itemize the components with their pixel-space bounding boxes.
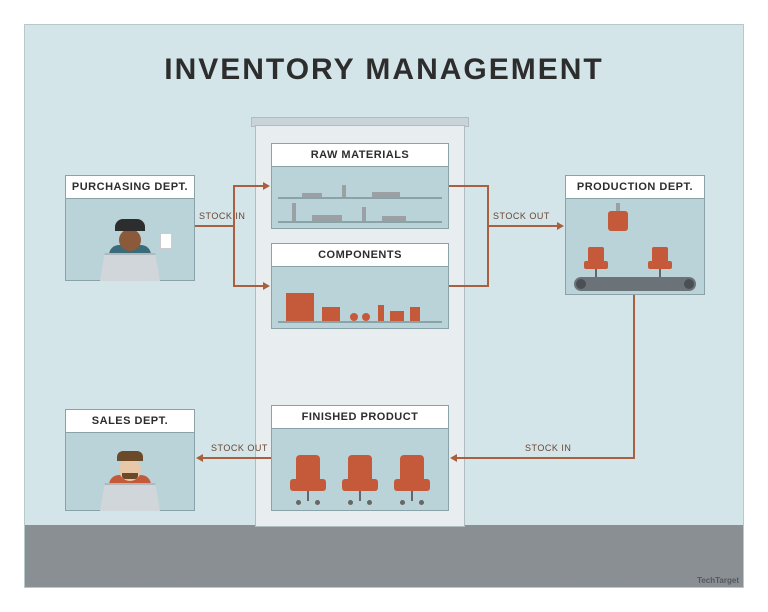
box-components: COMPONENTS	[271, 243, 449, 329]
flow-label-stock-in: STOCK IN	[525, 443, 571, 453]
sales-person-beard	[122, 473, 138, 479]
raw-part-icon	[302, 193, 322, 197]
component-part-icon	[410, 307, 420, 321]
flow-line	[633, 295, 635, 459]
box-header-production: PRODUCTION DEPT.	[566, 176, 704, 199]
arrow-icon	[196, 454, 203, 462]
flow-line	[235, 185, 265, 187]
credit-brand: ©2017 TECHTARGET. ALL RIGHTS RESERVED Tec…	[560, 576, 739, 585]
credit-illustration: © ILLUSTRATION: KYLE DOLAN/WISE STOCK	[29, 578, 190, 585]
box-purchasing: PURCHASING DEPT.	[65, 175, 195, 281]
arrow-icon	[263, 282, 270, 290]
chair-icon	[342, 457, 378, 505]
credit-copyright: ©2017 TECHTARGET. ALL RIGHTS RESERVED	[560, 579, 691, 585]
raw-part-icon	[372, 192, 400, 197]
box-header-sales: SALES DEPT.	[66, 410, 194, 433]
flow-line	[195, 225, 235, 227]
arrow-icon	[557, 222, 564, 230]
component-block-icon	[322, 307, 340, 321]
flow-label-stock-in: STOCK IN	[199, 211, 245, 221]
chair-icon	[394, 457, 430, 505]
purchasing-person-head	[119, 229, 141, 251]
flow-label-stock-out: STOCK OUT	[211, 443, 268, 453]
flow-label-stock-out: STOCK OUT	[493, 211, 550, 221]
box-header-finished: FINISHED PRODUCT	[272, 406, 448, 429]
component-wheel-icon	[350, 313, 358, 321]
raw-part-icon	[382, 216, 406, 221]
page-title: INVENTORY MANAGEMENT	[25, 53, 743, 87]
flow-line	[235, 285, 265, 287]
conveyor-icon	[574, 277, 696, 291]
laptop-icon	[100, 483, 160, 511]
card-icon	[160, 233, 172, 249]
sales-person-hair	[117, 451, 143, 461]
box-header-purchasing: PURCHASING DEPT.	[66, 176, 194, 199]
component-part-icon	[390, 311, 404, 321]
shelf-icon	[278, 321, 442, 323]
purchasing-person-hair	[115, 219, 145, 231]
arrow-icon	[450, 454, 457, 462]
flow-line	[233, 185, 235, 287]
raw-part-icon	[312, 215, 342, 221]
flow-line	[449, 185, 489, 187]
flow-line	[489, 225, 559, 227]
flow-line	[487, 185, 489, 287]
component-block-icon	[286, 293, 314, 321]
chair-on-line-icon	[584, 249, 608, 277]
box-finished: FINISHED PRODUCT	[271, 405, 449, 511]
box-sales: SALES DEPT.	[65, 409, 195, 511]
crane-icon	[604, 203, 632, 233]
arrow-icon	[263, 182, 270, 190]
raw-part-icon	[362, 207, 366, 221]
chair-on-line-icon	[648, 249, 672, 277]
box-header-components: COMPONENTS	[272, 244, 448, 267]
shelf-icon	[278, 221, 442, 223]
box-production: PRODUCTION DEPT.	[565, 175, 705, 295]
raw-part-icon	[292, 203, 296, 221]
box-raw-materials: RAW MATERIALS	[271, 143, 449, 229]
flow-line	[203, 457, 271, 459]
component-wheel-icon	[362, 313, 370, 321]
diagram-canvas: INVENTORY MANAGEMENT PURCHASING DEPT. RA…	[24, 24, 744, 588]
credit-brand-name: TechTarget	[697, 576, 739, 585]
box-header-raw: RAW MATERIALS	[272, 144, 448, 167]
flow-line	[449, 285, 489, 287]
chair-icon	[290, 457, 326, 505]
component-part-icon	[378, 305, 384, 321]
raw-part-icon	[342, 185, 346, 197]
flow-line	[457, 457, 635, 459]
shelf-icon	[278, 197, 442, 199]
laptop-icon	[100, 253, 160, 281]
